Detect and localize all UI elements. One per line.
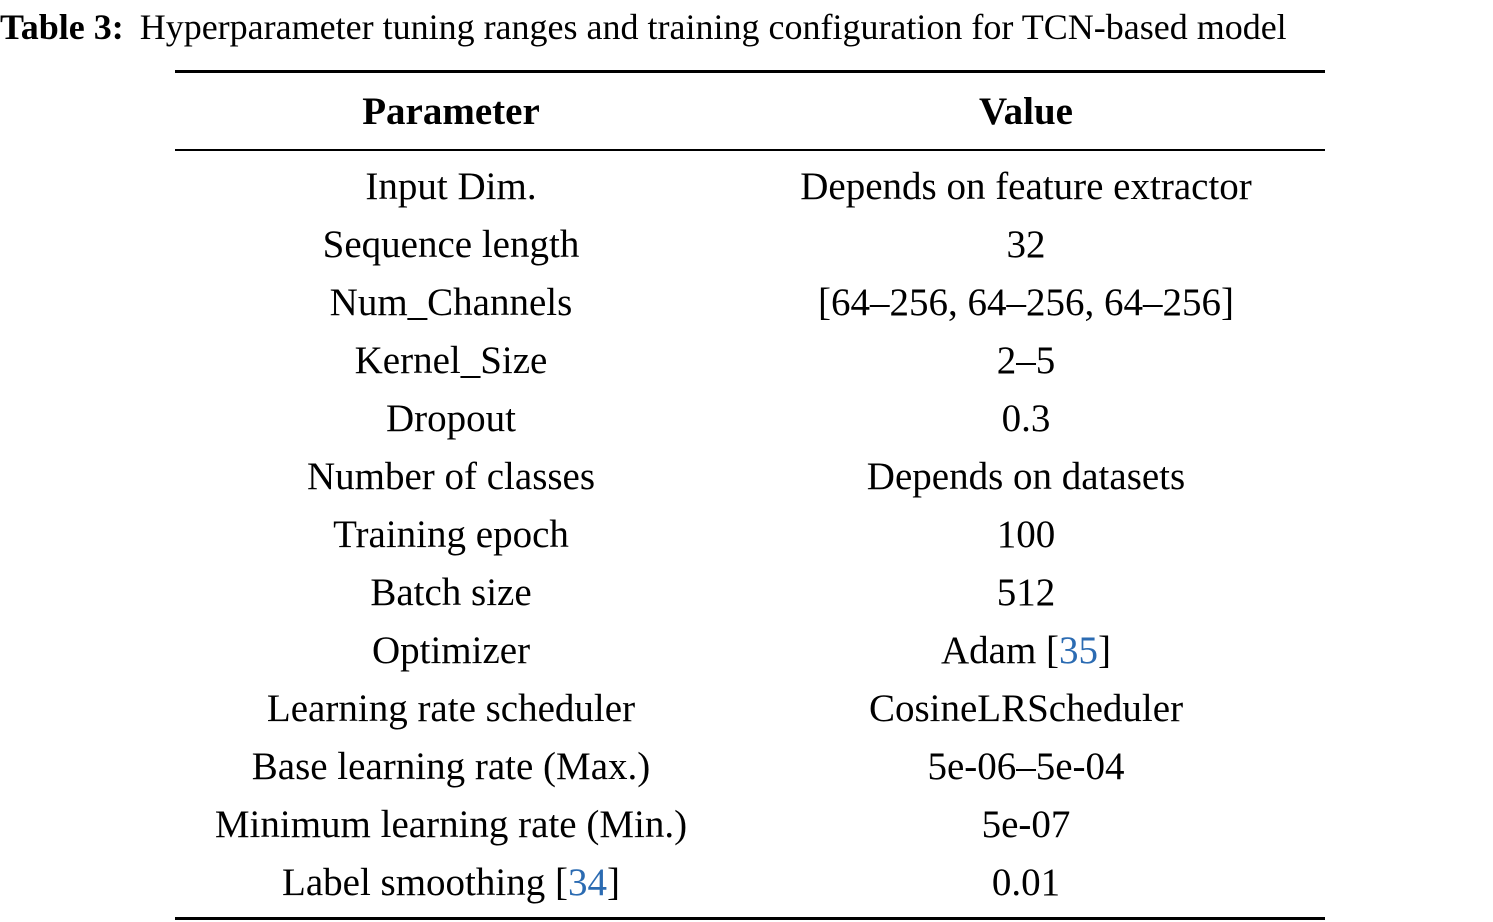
value-cell: Adam [35] bbox=[727, 621, 1325, 679]
param-cell: Label smoothing [34] bbox=[175, 853, 727, 919]
table-row: Dropout 0.3 bbox=[175, 389, 1325, 447]
param-cell: Kernel_Size bbox=[354, 338, 548, 382]
table-row: Input Dim. Depends on feature extractor bbox=[175, 150, 1325, 215]
param-cell: Learning rate scheduler bbox=[266, 686, 636, 730]
value-cell: Depends on feature extractor bbox=[800, 164, 1252, 208]
value-cell: 0.3 bbox=[1001, 396, 1051, 440]
value-cell: 5e-06–5e-04 bbox=[927, 744, 1125, 788]
table-caption: Table 3: Hyperparameter tuning ranges and… bbox=[0, 4, 1493, 50]
table-row: Label smoothing [34] 0.01 bbox=[175, 853, 1325, 919]
table-row: Num_Channels [64–256, 64–256, 64–256] bbox=[175, 273, 1325, 331]
param-cell: Dropout bbox=[386, 396, 516, 440]
table-row: Batch size 512 bbox=[175, 563, 1325, 621]
column-header-parameter: Parameter bbox=[362, 89, 540, 133]
param-text: Label smoothing [ bbox=[282, 860, 568, 904]
table-row: Sequence length 32 bbox=[175, 215, 1325, 273]
table-row: Kernel_Size 2–5 bbox=[175, 331, 1325, 389]
param-cell: Sequence length bbox=[322, 222, 580, 266]
table-row: Base learning rate (Max.) 5e-06–5e-04 bbox=[175, 737, 1325, 795]
value-text: Adam [ bbox=[940, 628, 1060, 672]
param-cell: Training epoch bbox=[333, 512, 569, 556]
table-row: Optimizer Adam [35] bbox=[175, 621, 1325, 679]
value-cell: Depends on datasets bbox=[866, 454, 1186, 498]
value-cell: 0.01 bbox=[991, 860, 1061, 904]
param-cell: Minimum learning rate (Min.) bbox=[214, 802, 688, 846]
value-cell: 32 bbox=[1006, 222, 1046, 266]
param-cell: Optimizer bbox=[371, 628, 531, 672]
param-cell: Batch size bbox=[370, 570, 532, 614]
param-cell: Num_Channels bbox=[329, 280, 573, 324]
param-cell: Base learning rate (Max.) bbox=[251, 744, 651, 788]
value-cell: 2–5 bbox=[996, 338, 1056, 382]
citation-link[interactable]: 34 bbox=[567, 860, 607, 904]
table-row: Number of classes Depends on datasets bbox=[175, 447, 1325, 505]
column-header-value: Value bbox=[979, 89, 1073, 133]
value-text: ] bbox=[1098, 628, 1112, 672]
value-cell: [64–256, 64–256, 64–256] bbox=[818, 280, 1234, 324]
citation-link[interactable]: 35 bbox=[1059, 628, 1099, 672]
param-cell: Number of classes bbox=[306, 454, 596, 498]
value-cell: 512 bbox=[996, 570, 1056, 614]
table-header-row: Parameter Value bbox=[175, 72, 1325, 150]
table-row: Training epoch 100 bbox=[175, 505, 1325, 563]
hyperparameter-table: Parameter Value Input Dim. Depends on fe… bbox=[175, 70, 1325, 920]
table-row: Minimum learning rate (Min.) 5e-07 bbox=[175, 795, 1325, 853]
value-cell: 5e-07 bbox=[981, 802, 1071, 846]
table-row: Learning rate scheduler CosineLRSchedule… bbox=[175, 679, 1325, 737]
table-caption-text: Hyperparameter tuning ranges and trainin… bbox=[139, 7, 1287, 47]
table-caption-label: Table 3: bbox=[0, 7, 124, 47]
param-cell: Input Dim. bbox=[365, 164, 537, 208]
value-cell: CosineLRScheduler bbox=[868, 686, 1184, 730]
param-text: ] bbox=[606, 860, 620, 904]
value-cell: 100 bbox=[996, 512, 1056, 556]
